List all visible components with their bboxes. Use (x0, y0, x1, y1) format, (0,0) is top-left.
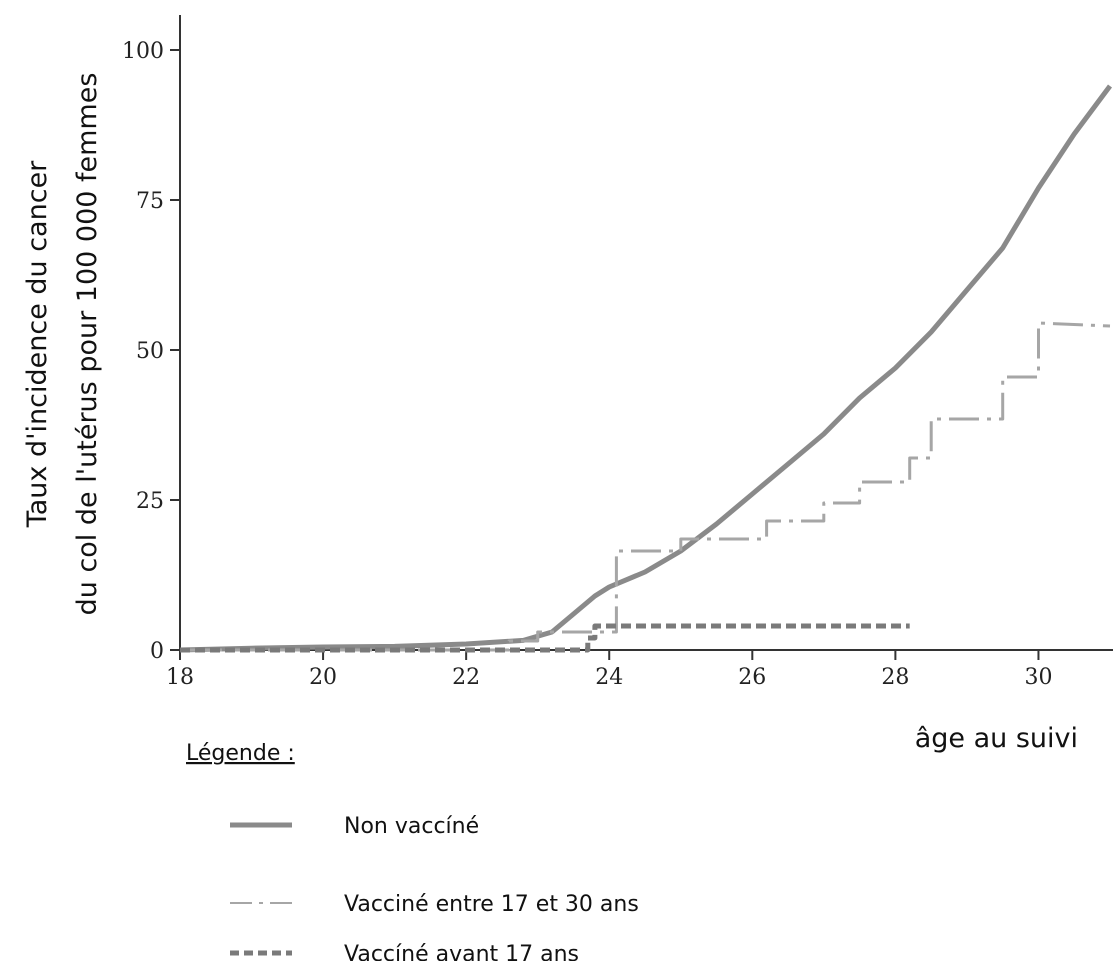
y-tick-label: 25 (136, 489, 164, 514)
axes (179, 15, 1113, 651)
y-axis-title-line2: du col de l'utérus pour 100 000 femmes (72, 73, 103, 616)
y-tick-label: 0 (150, 639, 164, 664)
y-tick-label: 100 (122, 39, 164, 64)
y-tick-label: 75 (136, 189, 164, 214)
series-layer (179, 84, 1113, 653)
legend-label-non-vaccine: Non vaccíné (344, 814, 479, 839)
x-tick-label: 24 (595, 665, 623, 690)
y-tick-label: 50 (136, 339, 164, 364)
x-tick-label: 30 (1024, 665, 1052, 690)
legend-title: Légende : (186, 741, 295, 766)
x-tick-label: 20 (309, 665, 337, 690)
y-axis-title-line1: Taux d'incidence du cancer (22, 160, 53, 528)
series-line-vaccine-entre-17-et-30-ans (180, 321, 1111, 652)
tick-marks: 0 25 50 75 100 18 20 22 24 26 28 30 (122, 39, 1052, 690)
series-line-non-vaccine (179, 84, 1113, 653)
x-tick-label: 26 (738, 665, 766, 690)
legend-label-vaccine-entre-17-et-30-ans: Vacciné entre 17 et 30 ans (344, 892, 639, 917)
x-tick-label: 22 (452, 665, 480, 690)
y-axis-title: Taux d'incidence du cancer du col de l'u… (22, 73, 103, 616)
legend-items: Non vaccíné Vacciné entre 17 et 30 ans Vac… (230, 814, 639, 961)
legend-label-vaccine-avant-17-ans: Vaccíné avant 17 ans (344, 942, 579, 961)
legend: Légende : Non vaccíné Vacciné entre 17 et… (186, 741, 639, 961)
x-axis-title: âge au suivi (915, 723, 1078, 754)
series-line-vaccine-avant-17-ans (180, 623, 910, 653)
x-tick-label: 18 (166, 665, 194, 690)
x-tick-label: 28 (881, 665, 909, 690)
